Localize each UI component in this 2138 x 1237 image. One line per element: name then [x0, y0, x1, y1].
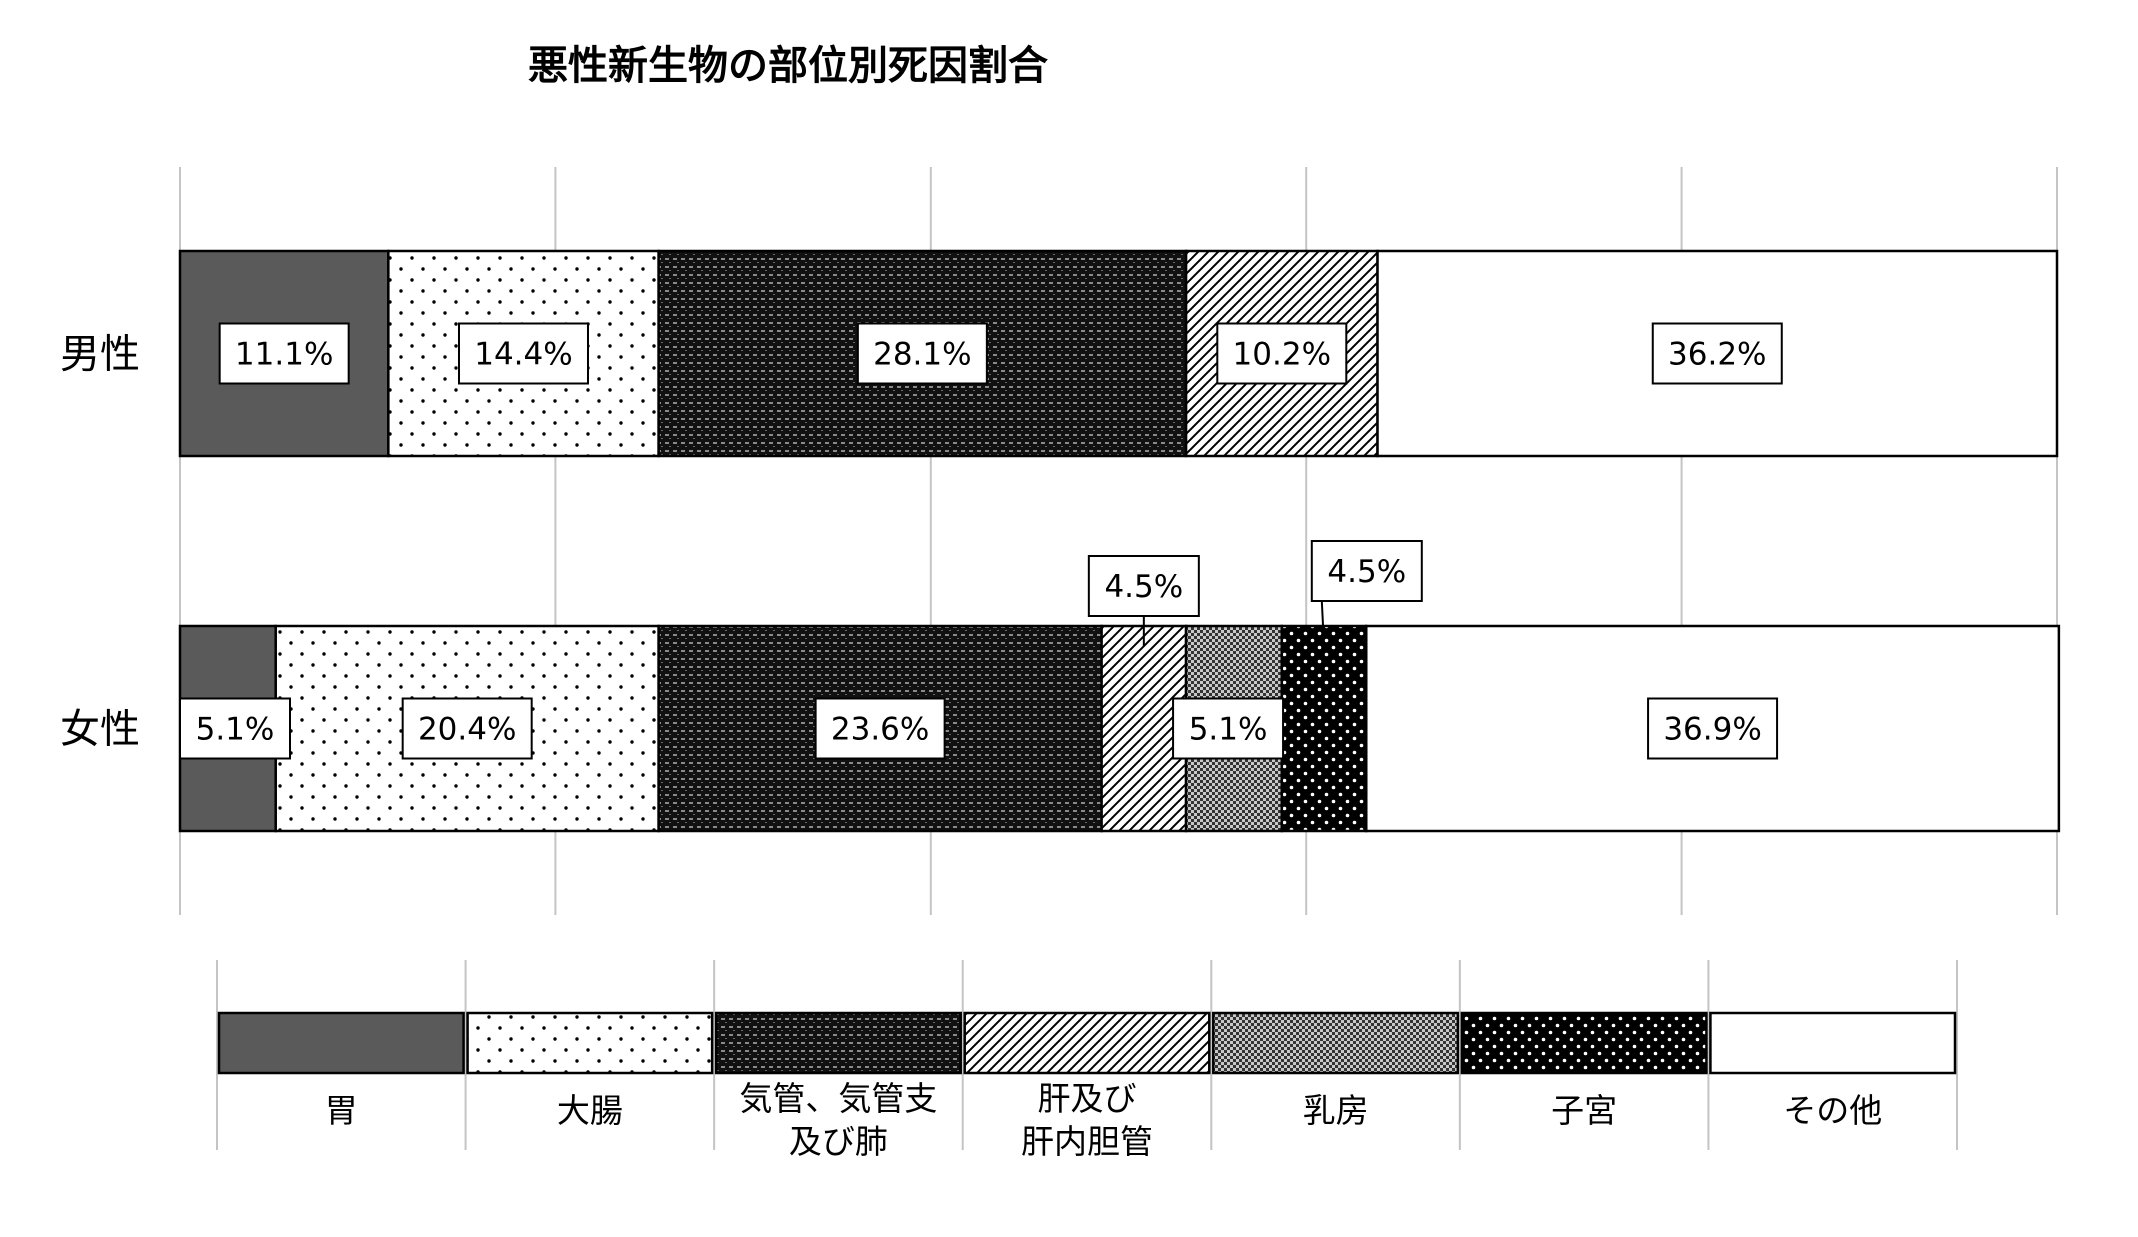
- data-label: 4.5%: [1327, 554, 1406, 590]
- data-labels: 11.1% 14.4% 28.1% 10.2% 36.2% 5.1% 20.4% 23.6% 4…: [179, 322, 1783, 760]
- data-label: 20.4%: [418, 712, 516, 748]
- data-label-box: [856, 322, 988, 385]
- legend-swatch: [1709, 1011, 1957, 1075]
- legend-label: 大腸: [557, 1091, 623, 1130]
- legend-swatch: [963, 1011, 1211, 1075]
- legend-label: 肝及び: [1038, 1079, 1137, 1118]
- chart-title: 悪性新生物の部位別死因割合: [528, 43, 1048, 89]
- data-label: 14.4%: [474, 337, 572, 373]
- data-label-box: [218, 322, 350, 385]
- data-label-box: [1172, 697, 1285, 760]
- bar-segment: [1280, 624, 1368, 833]
- category-label: 女性: [60, 707, 140, 753]
- data-label: 36.2%: [1668, 337, 1766, 373]
- legend-label: 肝内胆管: [1021, 1122, 1153, 1161]
- leader-line: [1320, 600, 1326, 647]
- data-label: 4.5%: [1104, 569, 1183, 605]
- data-label-box: [814, 697, 946, 760]
- legend-label: 乳房: [1303, 1091, 1369, 1130]
- legend-swatch: [1212, 1011, 1460, 1075]
- data-label-box: [1310, 540, 1423, 602]
- legend-label: 気管、気管支: [739, 1079, 937, 1118]
- category-label: 男性: [60, 332, 140, 378]
- data-label: 5.1%: [1189, 712, 1268, 748]
- legend-label: 及び肺: [789, 1122, 888, 1161]
- data-label: 5.1%: [196, 712, 275, 748]
- legend-swatch: [714, 1011, 962, 1075]
- data-label-box: [1216, 322, 1348, 385]
- data-label: 23.6%: [831, 712, 929, 748]
- legend-swatch: [217, 1011, 465, 1075]
- data-label: 28.1%: [873, 337, 971, 373]
- bar-segment: [178, 249, 390, 458]
- legend-label: 胃: [325, 1091, 358, 1130]
- data-label-box: [1647, 697, 1779, 760]
- legend-swatch: [466, 1011, 714, 1075]
- data-label-box: [401, 697, 533, 760]
- data-label-box: [457, 322, 589, 385]
- data-label-box: [1087, 555, 1200, 617]
- legend-swatch: [1460, 1011, 1708, 1075]
- legend-label: 子宮: [1551, 1091, 1617, 1130]
- legend-label: その他: [1783, 1091, 1882, 1130]
- data-label: 11.1%: [235, 337, 333, 373]
- data-label: 36.9%: [1663, 712, 1761, 748]
- data-label-box: [179, 697, 291, 760]
- data-label-box: [1651, 322, 1783, 385]
- data-label: 10.2%: [1233, 337, 1331, 373]
